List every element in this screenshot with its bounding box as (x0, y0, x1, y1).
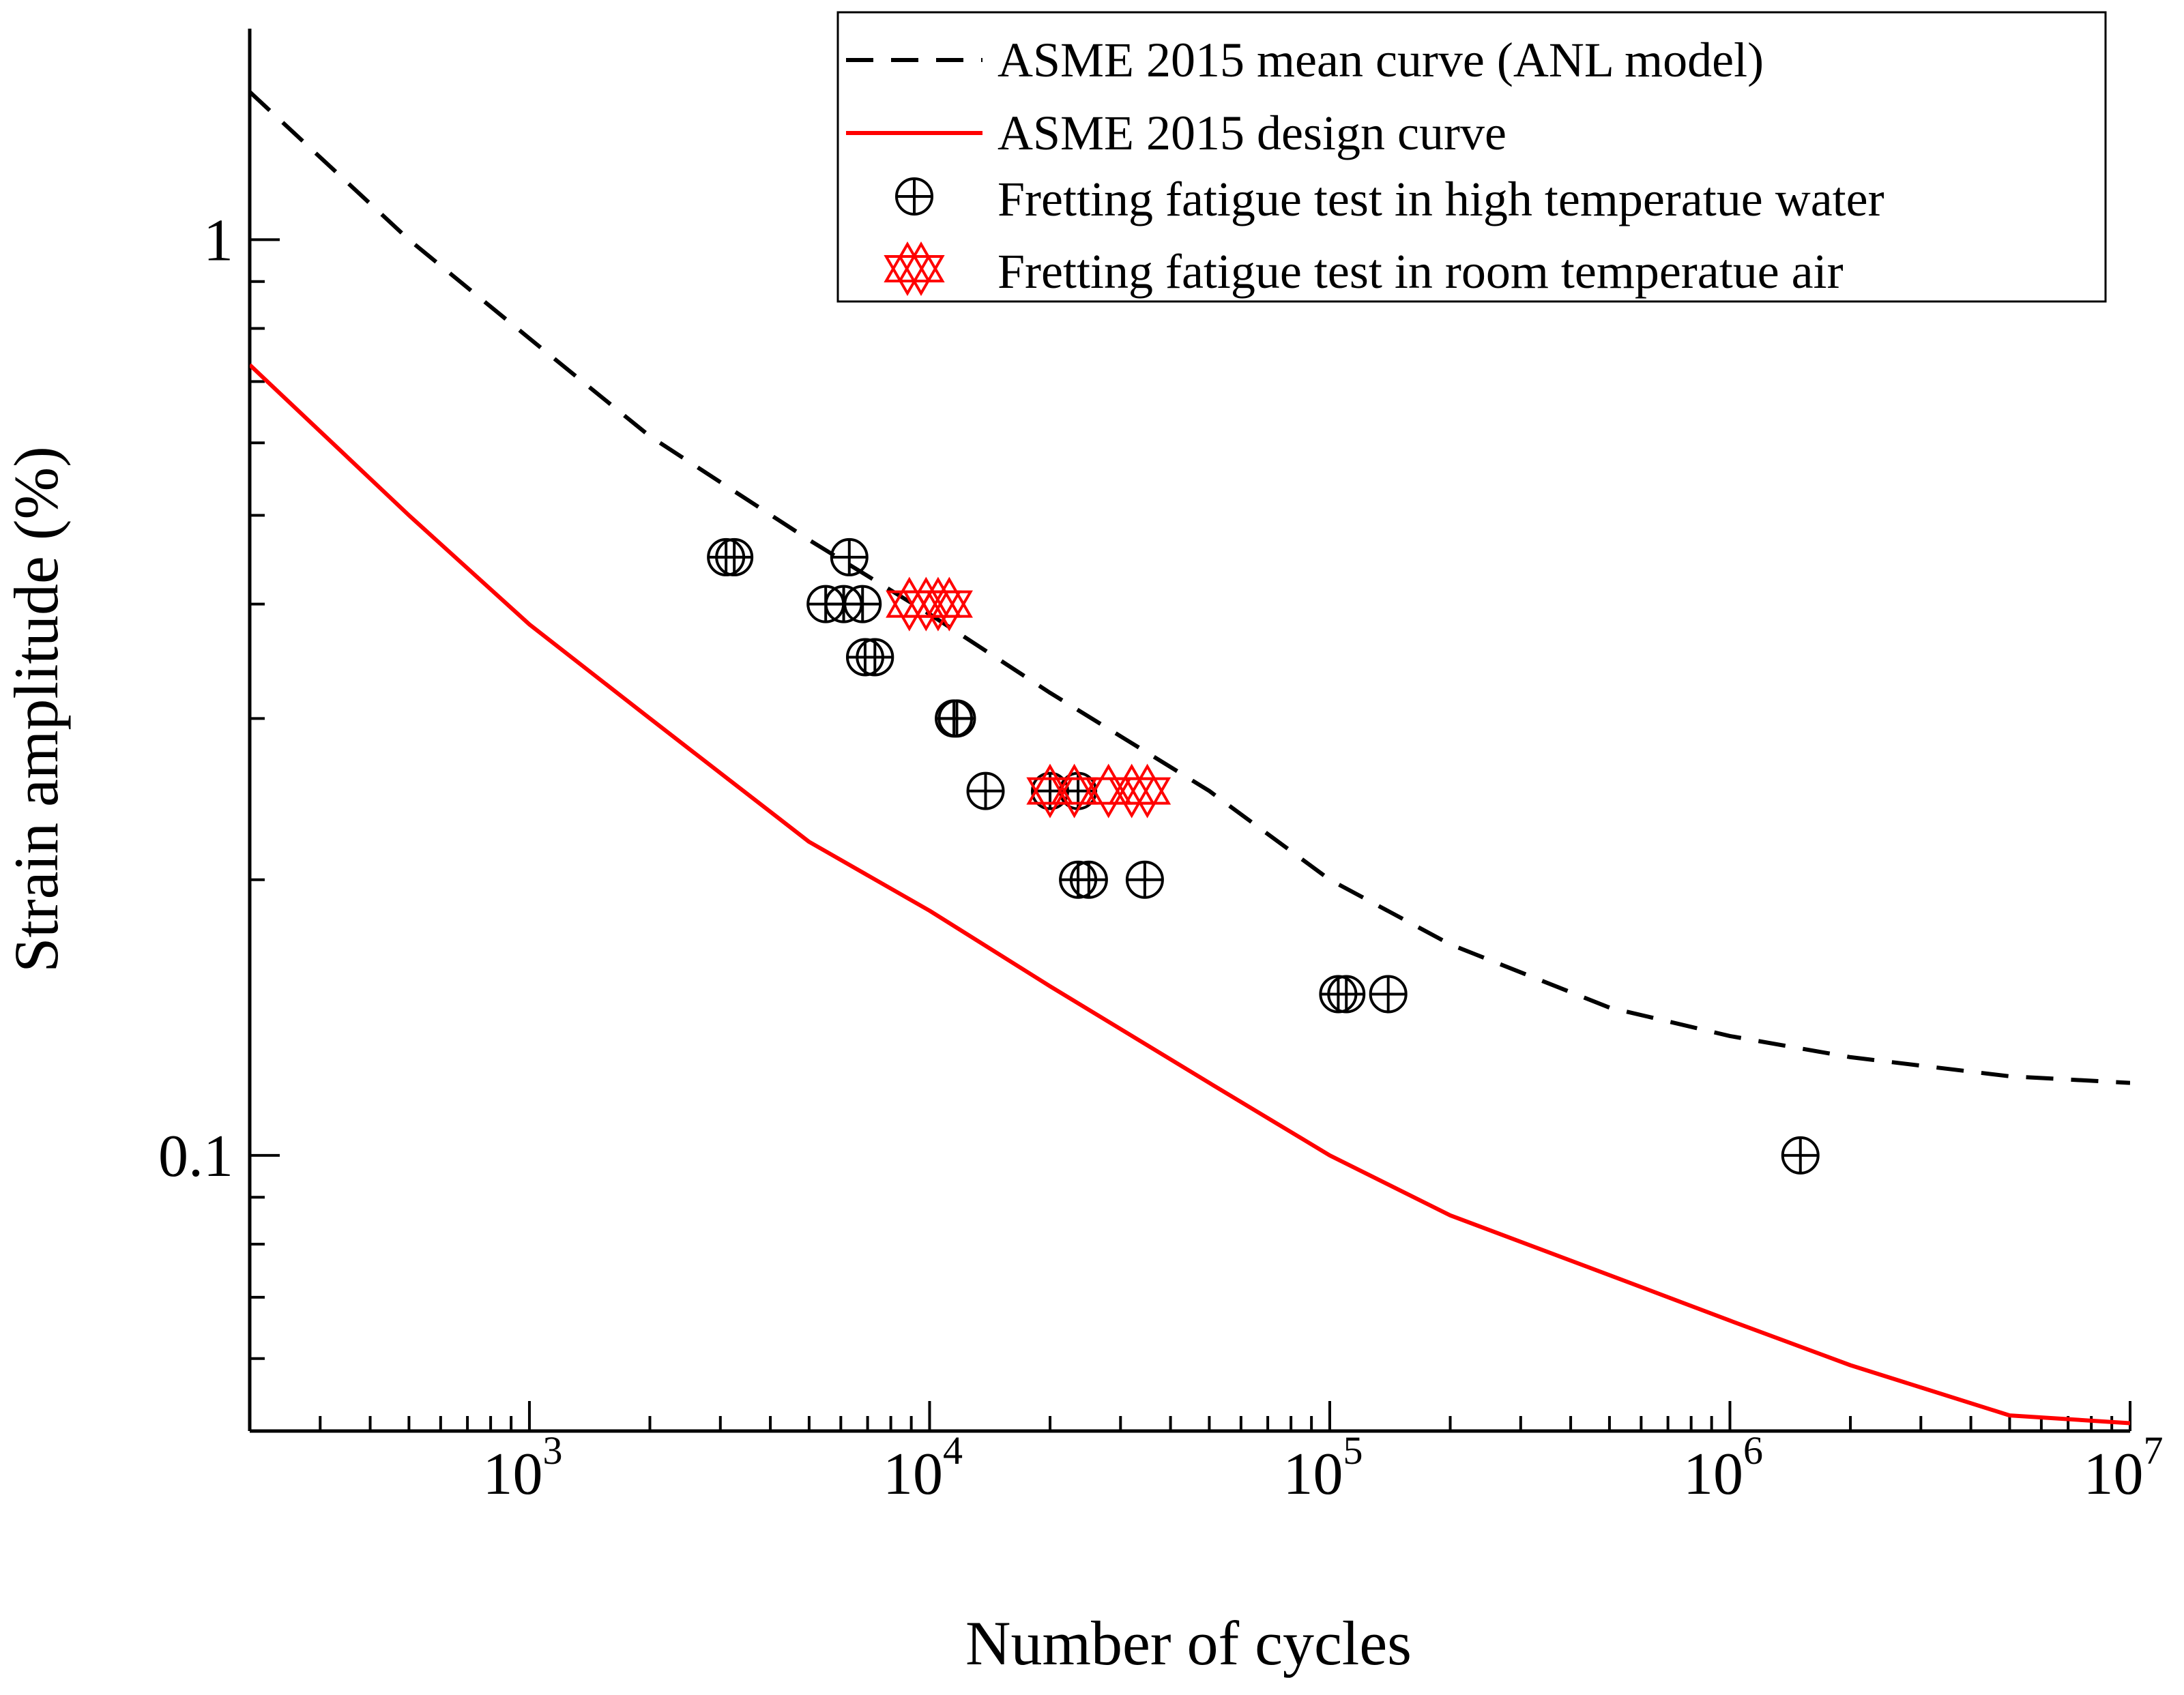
legend: ASME 2015 mean curve (ANL model) ASME 201… (836, 11, 2107, 303)
marker-triangle-up (1123, 763, 1171, 805)
water-test-point (830, 537, 869, 576)
marker-triangle-up (897, 241, 945, 282)
marker-triangle-up (1085, 763, 1133, 805)
series-2 (250, 363, 2130, 1426)
design-curve-line (250, 363, 2130, 1426)
legend-label: ASME 2015 mean curve (ANL model) (998, 33, 1764, 87)
legend-label: Fretting fatigue test in high temperatue… (998, 172, 1884, 226)
marker-triangle-down (1026, 777, 1074, 819)
x-tick-label: 104 (883, 1428, 963, 1507)
water-test-point (937, 699, 976, 738)
water-test-point (1369, 975, 1408, 1014)
water-test-point (1125, 860, 1164, 899)
x-tick-label: 106 (1683, 1428, 1763, 1507)
legend-item-4: Fretting fatigue test in room temperatue… (884, 241, 1844, 299)
series-layer (250, 90, 2130, 1426)
x-tick-label: 103 (482, 1428, 562, 1507)
water-test-point (715, 537, 754, 576)
x-tick-label: 107 (2084, 1428, 2164, 1507)
legend-label: ASME 2015 design curve (998, 106, 1506, 160)
y-tick-label: 0.1 (158, 1123, 233, 1190)
marker-triangle-up (1026, 763, 1074, 805)
mean-curve-line (250, 90, 2130, 1085)
air-test-point (1050, 763, 1098, 819)
legend-marker-sample (895, 177, 933, 216)
water-test-point (1781, 1136, 1820, 1175)
axes (248, 29, 2131, 1433)
water-test-point (1327, 975, 1366, 1014)
water-test-point (1069, 860, 1108, 899)
legend-box (836, 11, 2107, 303)
x-tick-label: 105 (1283, 1428, 1363, 1507)
y-tick-label: 1 (203, 207, 233, 274)
y-axis-title: Strain amplitude (%) (1, 446, 71, 973)
legend-item-2: ASME 2015 design curve (846, 106, 1506, 160)
series-3 (707, 537, 1820, 1175)
series-1 (250, 90, 2130, 1085)
air-test-point (1123, 763, 1171, 819)
air-test-point (1026, 763, 1074, 819)
series-4 (886, 576, 1171, 819)
marker-triangle-down (1085, 777, 1133, 819)
water-test-point (856, 638, 894, 677)
marker-triangle-down (925, 590, 973, 632)
marker-triangle-up (1050, 763, 1098, 805)
tick-labels: 103 104 105 106 107 0.1 1 (158, 207, 2164, 1507)
legend-label: Fretting fatigue test in room temperatue… (998, 244, 1844, 299)
legend-item-1: ASME 2015 mean curve (ANL model) (846, 33, 1764, 87)
marker-triangle-down (1050, 777, 1098, 819)
water-test-point (966, 771, 1005, 810)
air-test-point (1085, 763, 1133, 819)
air-test-point (925, 576, 973, 632)
x-axis-title: Number of cycles (965, 1608, 1412, 1678)
marker-triangle-down (1123, 777, 1171, 819)
water-test-point (843, 585, 882, 623)
legend-item-3: Fretting fatigue test in high temperatue… (895, 172, 1884, 226)
legend-marker-sample (897, 241, 945, 296)
marker-triangle-up (925, 576, 973, 618)
marker-triangle-down (897, 255, 945, 296)
